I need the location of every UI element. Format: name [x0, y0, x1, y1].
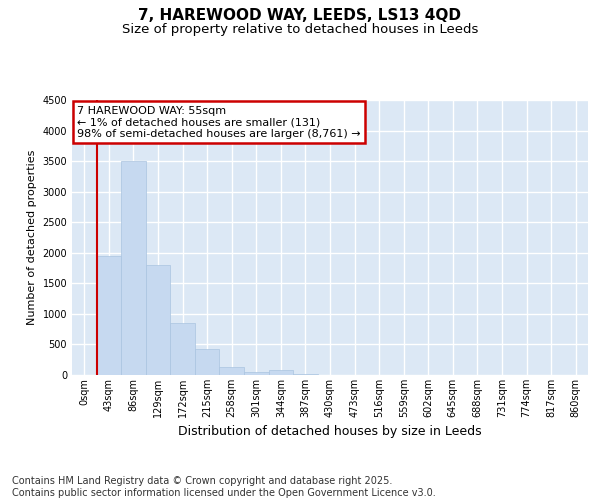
Text: 7, HAREWOOD WAY, LEEDS, LS13 4QD: 7, HAREWOOD WAY, LEEDS, LS13 4QD [139, 8, 461, 22]
Bar [220, 367, 244, 375]
Y-axis label: Number of detached properties: Number of detached properties [27, 150, 37, 325]
Bar [244, 372, 269, 375]
Text: Size of property relative to detached houses in Leeds: Size of property relative to detached ho… [122, 22, 478, 36]
X-axis label: Distribution of detached houses by size in Leeds: Distribution of detached houses by size … [178, 426, 482, 438]
Text: Contains HM Land Registry data © Crown copyright and database right 2025.
Contai: Contains HM Land Registry data © Crown c… [12, 476, 436, 498]
Text: 7 HAREWOOD WAY: 55sqm
← 1% of detached houses are smaller (131)
98% of semi-deta: 7 HAREWOOD WAY: 55sqm ← 1% of detached h… [77, 106, 361, 138]
Bar [293, 374, 318, 375]
Bar [121, 161, 146, 375]
Bar [97, 256, 121, 375]
Bar [269, 370, 293, 375]
Bar [170, 323, 195, 375]
Bar [195, 348, 220, 375]
Bar [146, 265, 170, 375]
